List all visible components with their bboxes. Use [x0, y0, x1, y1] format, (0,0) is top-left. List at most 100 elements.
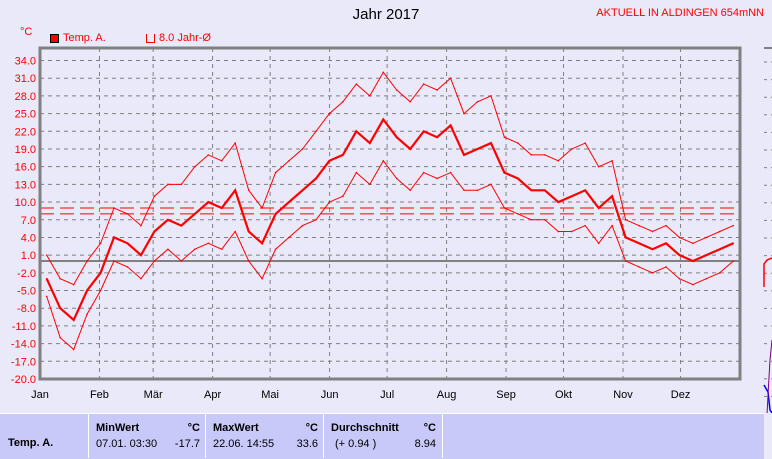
- data-point-min: [59, 336, 61, 339]
- legend-swatch-filled-icon: [50, 33, 59, 43]
- data-point-mean: [342, 154, 344, 156]
- data-point-max: [395, 89, 398, 91]
- data-point-mean: [463, 154, 465, 156]
- data-point-min: [624, 260, 627, 262]
- data-point-min: [99, 289, 102, 292]
- data-point-min: [140, 277, 142, 280]
- data-point-min: [167, 248, 169, 251]
- data-point-max: [692, 242, 694, 245]
- data-point-min: [194, 248, 196, 251]
- x-tick-label: Jan: [31, 389, 49, 401]
- stats-row-label: Temp. A.: [8, 437, 54, 449]
- data-point-max: [719, 230, 721, 233]
- data-point-mean: [584, 189, 586, 192]
- y-tick-label: -11.0: [12, 321, 36, 333]
- data-point-mean: [153, 230, 156, 233]
- y-tick-label: 25.0: [15, 109, 36, 121]
- data-point-max: [557, 159, 560, 162]
- data-point-mean: [315, 177, 317, 180]
- data-point-min: [355, 171, 358, 174]
- data-point-min: [665, 266, 667, 268]
- y-tick-label: 31.0: [15, 73, 36, 85]
- x-tick-label: Nov: [613, 389, 633, 401]
- y-tick-label: -8.0: [17, 303, 36, 315]
- data-point-min: [220, 248, 223, 251]
- data-point-min: [463, 189, 465, 192]
- data-point-min: [678, 277, 681, 280]
- data-point-max: [220, 159, 223, 162]
- data-point-mean: [436, 136, 438, 138]
- data-point-min: [274, 248, 277, 251]
- y-tick-label: 13.0: [15, 179, 36, 191]
- max-header: MaxWert: [213, 422, 259, 434]
- data-point-max: [315, 130, 317, 133]
- data-point-max: [382, 71, 385, 74]
- y-tick-label: 1.0: [21, 250, 36, 262]
- data-point-min: [301, 224, 304, 227]
- data-point-max: [180, 183, 183, 186]
- data-point-max: [86, 260, 88, 262]
- data-point-max: [544, 154, 546, 156]
- data-point-max: [274, 171, 277, 174]
- data-point-max: [45, 254, 48, 256]
- y-tick-label: 4.0: [21, 232, 36, 244]
- data-point-max: [584, 142, 586, 144]
- chart-title: Jahr 2017: [352, 6, 420, 23]
- data-point-min: [86, 313, 88, 315]
- y-tick-label: 34.0: [15, 56, 36, 68]
- data-point-max: [261, 207, 263, 209]
- data-point-max: [234, 142, 236, 144]
- max-value: 33.6: [296, 438, 318, 450]
- y-tick-label: 7.0: [21, 215, 36, 227]
- data-point-mean: [503, 171, 506, 174]
- stats-average-cell: Durchschnitt °C (+ 0.94 ) 8.94: [323, 413, 443, 458]
- data-point-min: [597, 242, 600, 245]
- data-point-max: [530, 154, 533, 156]
- y-axis-unit: °C: [20, 26, 33, 38]
- min-value: -17.7: [174, 438, 200, 450]
- x-tick-label: Okt: [555, 389, 572, 401]
- data-point-min: [382, 159, 385, 162]
- data-point-mean: [220, 207, 223, 209]
- data-point-mean: [651, 248, 654, 251]
- x-tick-label: Jun: [321, 389, 339, 401]
- data-point-mean: [328, 159, 331, 162]
- data-point-max: [153, 195, 156, 197]
- data-point-max: [624, 218, 627, 221]
- data-point-max: [490, 95, 492, 97]
- stats-panel: [0, 413, 764, 459]
- data-point-min: [409, 189, 411, 192]
- data-point-min: [422, 171, 425, 174]
- data-point-min: [342, 195, 344, 197]
- data-point-mean: [355, 130, 358, 133]
- data-point-max: [301, 148, 304, 150]
- y-tick-label: 10.0: [15, 197, 36, 209]
- data-point-min: [261, 277, 263, 280]
- data-point-mean: [86, 289, 88, 292]
- data-point-mean: [517, 177, 519, 180]
- data-point-mean: [624, 236, 627, 239]
- data-point-mean: [544, 189, 546, 192]
- avg-header: Durchschnitt: [331, 422, 399, 434]
- neighbor-panel-series: [766, 339, 772, 413]
- data-point-min: [45, 295, 48, 298]
- data-point-max: [449, 77, 452, 79]
- station-subtitle: AKTUELL IN ALDINGEN 654mNN: [596, 7, 764, 19]
- legend-item-average: 8.0 Jahr-Ø: [146, 32, 211, 44]
- data-point-min: [72, 348, 75, 351]
- data-point-min: [719, 272, 721, 274]
- legend-item-temp: Temp. A.: [50, 32, 106, 44]
- data-point-min: [207, 242, 210, 245]
- data-point-min: [234, 230, 236, 233]
- y-tick-label: -14.0: [11, 339, 36, 351]
- series-line-mean: [45, 117, 734, 322]
- data-point-max: [409, 100, 411, 103]
- data-point-mean: [126, 242, 129, 245]
- data-point-mean: [167, 218, 169, 221]
- data-point-mean: [719, 248, 721, 251]
- neighbor-panel-series: [763, 257, 772, 287]
- temperature-chart: 34.0 31.0 28.0 25.0 22.0 19.0 16.0 13.0 10.0 7.0 4…: [11, 46, 772, 413]
- data-point-mean: [449, 124, 452, 127]
- x-tick-label: Feb: [90, 389, 109, 401]
- data-point-mean: [382, 118, 385, 121]
